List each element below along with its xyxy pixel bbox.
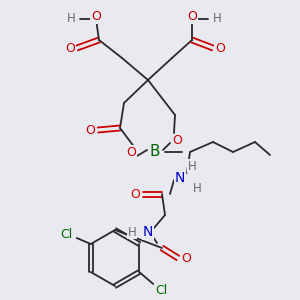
Text: Cl: Cl [155, 284, 167, 296]
Text: O: O [172, 134, 182, 148]
Text: N: N [143, 225, 153, 239]
Text: H: H [193, 182, 201, 194]
Text: O: O [187, 11, 197, 23]
Text: H: H [128, 226, 136, 238]
Text: O: O [91, 11, 101, 23]
Text: O: O [215, 41, 225, 55]
Text: N: N [175, 171, 185, 185]
Text: H: H [67, 13, 75, 26]
Text: O: O [65, 41, 75, 55]
Text: O: O [181, 251, 191, 265]
Text: O: O [126, 146, 136, 158]
Text: Cl: Cl [61, 227, 73, 241]
Text: O: O [130, 188, 140, 200]
Text: O: O [85, 124, 95, 136]
Text: B: B [150, 145, 160, 160]
Text: H: H [188, 160, 196, 172]
Text: H: H [213, 13, 221, 26]
